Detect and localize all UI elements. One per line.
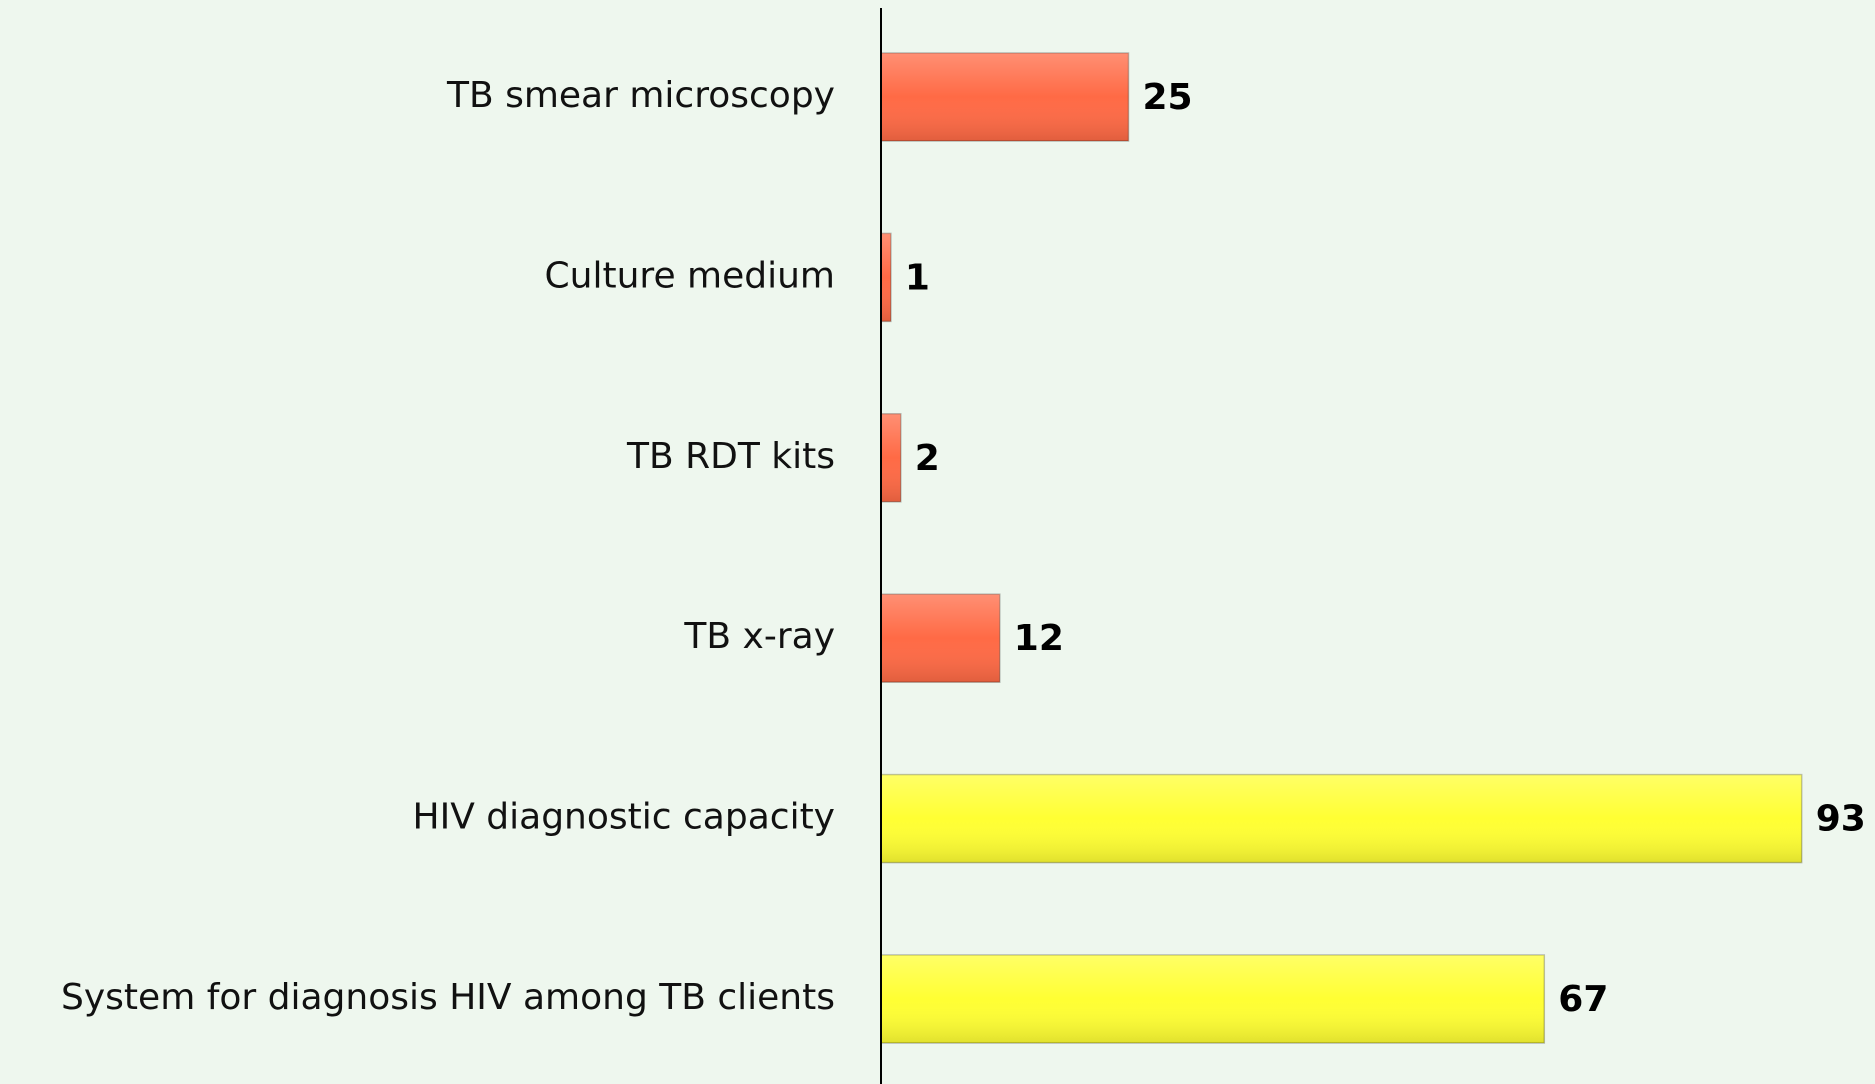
value-label: 2 [915, 438, 940, 479]
value-label: 25 [1143, 77, 1193, 118]
bar-shade [881, 53, 1129, 141]
bar-shade [881, 774, 1802, 863]
value-label: 67 [1558, 979, 1608, 1020]
value-label: 1 [905, 257, 930, 298]
category-label: Culture medium [545, 255, 835, 296]
category-label: TB smear microscopy [446, 75, 835, 116]
value-label: 12 [1014, 618, 1064, 659]
category-label: TB RDT kits [626, 436, 835, 477]
bar-shade [881, 955, 1545, 1043]
bar-shade [881, 413, 901, 502]
value-label: 93 [1816, 799, 1866, 840]
bar-shade [881, 594, 1000, 683]
category-label: TB x-ray [683, 616, 835, 657]
category-label: HIV diagnostic capacity [413, 797, 835, 838]
bar-shade [881, 233, 891, 322]
category-label: System for diagnosis HIV among TB client… [61, 977, 835, 1018]
